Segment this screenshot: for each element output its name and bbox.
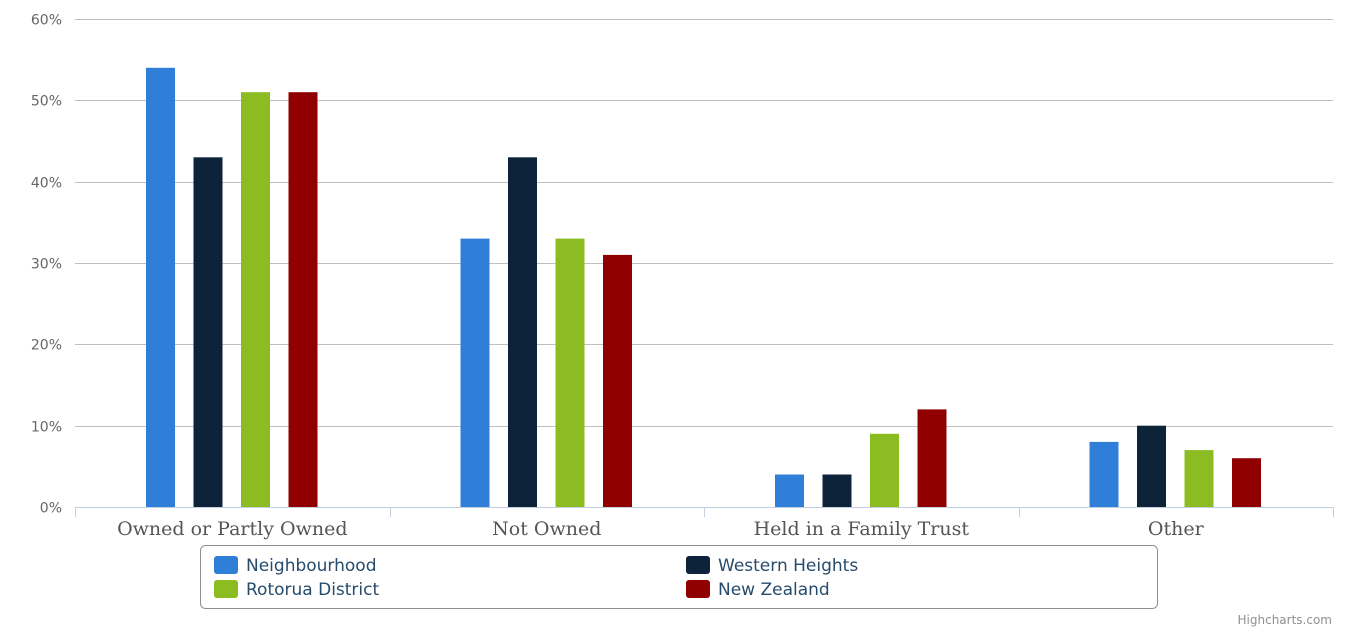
bar[interactable] (603, 254, 632, 507)
legend-item[interactable]: New Zealand (686, 580, 830, 600)
legend-label: Western Heights (718, 556, 858, 576)
legend-item[interactable]: Rotorua District (214, 580, 379, 600)
bar[interactable] (870, 433, 899, 507)
y-tick-label: 0% (40, 501, 62, 517)
bar[interactable] (241, 92, 270, 507)
legend-label: Rotorua District (246, 580, 379, 600)
x-category-label: Held in a Family Trust (754, 518, 970, 540)
bar[interactable] (1232, 458, 1261, 507)
bar[interactable] (917, 409, 947, 507)
legend-box (200, 545, 1158, 609)
x-axis (75, 507, 1334, 517)
bar[interactable] (288, 92, 318, 507)
bar[interactable] (193, 157, 223, 508)
bar[interactable] (822, 474, 852, 508)
legend-swatch (214, 556, 238, 574)
bar[interactable] (1089, 441, 1119, 507)
x-category-label: Other (1148, 518, 1205, 540)
bar[interactable] (146, 67, 175, 508)
bars (146, 67, 1261, 508)
legend-label: Neighbourhood (246, 556, 377, 576)
bar[interactable] (1137, 425, 1166, 507)
bar[interactable] (1184, 450, 1214, 507)
y-tick-label: 40% (31, 176, 62, 192)
credits-label[interactable]: Highcharts.com (1238, 613, 1332, 627)
legend-swatch (686, 556, 710, 574)
bar[interactable] (508, 157, 537, 508)
y-tick-label: 30% (31, 257, 62, 273)
legend-swatch (686, 580, 710, 598)
bar[interactable] (555, 238, 585, 507)
x-category-label: Owned or Partly Owned (117, 518, 347, 540)
bar[interactable] (460, 238, 490, 507)
legend: Neighbourhood Western Heights Rotorua Dist… (200, 545, 1158, 609)
y-tick-label: 60% (31, 13, 62, 29)
y-tick-label: 10% (31, 420, 62, 436)
y-tick-label: 50% (31, 94, 62, 110)
y-tick-label: 20% (31, 338, 62, 354)
legend-label: New Zealand (718, 580, 830, 600)
y-axis-tick-labels: 0% 10% 20% 30% 40% 50% 60% (31, 13, 62, 517)
legend-item[interactable]: Western Heights (686, 556, 858, 576)
legend-item[interactable]: Neighbourhood (214, 556, 377, 576)
gridlines (75, 19, 1333, 427)
x-category-label: Not Owned (492, 518, 601, 540)
x-axis-category-labels: Owned or Partly Owned Not Owned Held in a … (117, 518, 1205, 540)
bar[interactable] (775, 474, 804, 508)
legend-swatch (214, 580, 238, 598)
